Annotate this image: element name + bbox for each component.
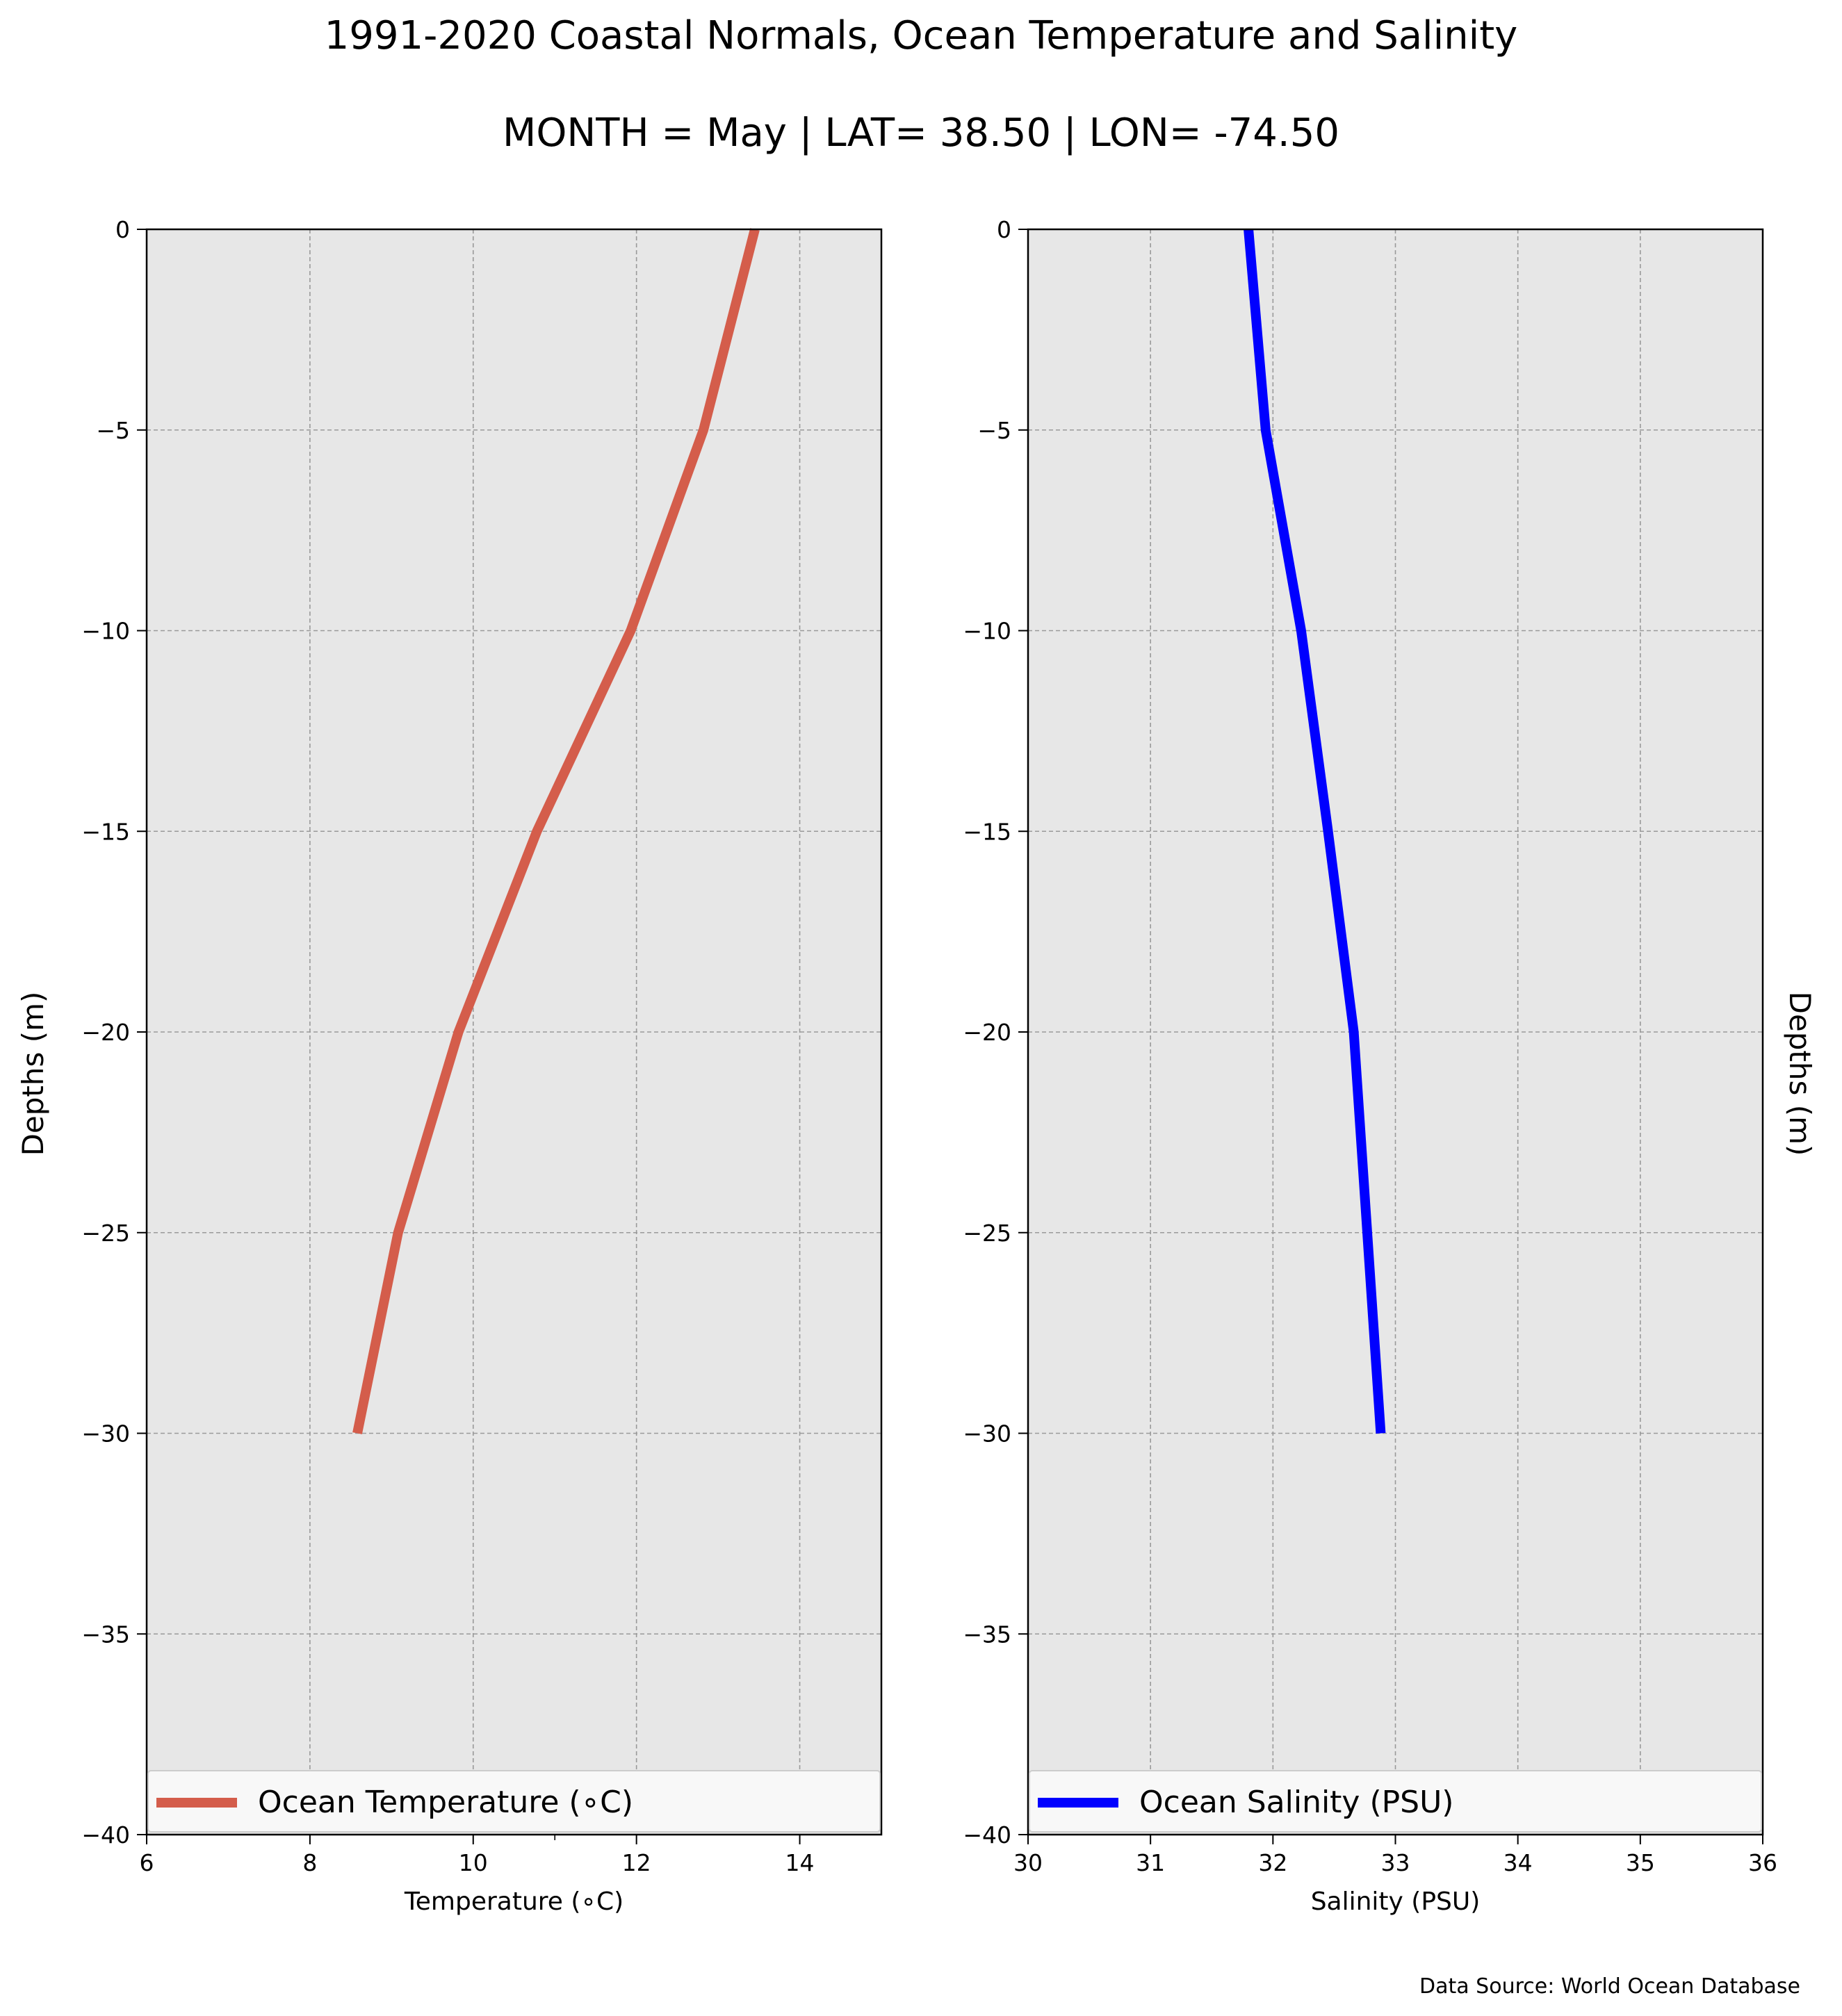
x-tick-label: 30 [1013, 1849, 1043, 1876]
salinity-panel: 30 31 32 33 34 35 36 0 −5 −10 −15 −20 −25 −30 −35 −40 Sa… [963, 216, 1817, 1916]
y-axis-label: Depths (m) [1783, 992, 1817, 1156]
x-tick-label: 12 [622, 1849, 651, 1876]
y-tick-label: −10 [81, 618, 130, 645]
legend-label: Ocean Temperature (∘C) [258, 1785, 633, 1820]
x-tick-label: 33 [1381, 1849, 1410, 1876]
temperature-series-line [352, 228, 760, 1434]
y-tick-label: 0 [997, 216, 1011, 243]
x-tick-label: 31 [1136, 1849, 1165, 1876]
temperature-legend: Ocean Temperature (∘C) [147, 1770, 881, 1833]
source-note: Data Source: World Ocean Database [1419, 1974, 1800, 1999]
x-tick-label: 36 [1748, 1849, 1777, 1876]
x-tick-label: 32 [1258, 1849, 1287, 1876]
temperature-panel: 6 8 10 12 14 0 −5 −10 −15 −20 −25 −30 −35 −40 Temperat… [16, 216, 883, 1916]
y-tick-label: −5 [96, 417, 130, 444]
plot-area [147, 229, 881, 1835]
chart-subtitle: MONTH = May | LAT= 38.50 | LON= -74.50 [503, 110, 1339, 156]
y-tick-label: −35 [81, 1621, 130, 1648]
y-axis-label: Depths (m) [16, 992, 50, 1156]
y-tick-label: −35 [963, 1621, 1011, 1648]
x-axis-label: Temperature (∘C) [404, 1887, 623, 1916]
x-tick-label: 34 [1503, 1849, 1533, 1876]
y-tick-label: −40 [81, 1821, 130, 1849]
y-tick-label: −15 [81, 818, 130, 845]
y-tick-label: −30 [81, 1420, 130, 1448]
y-tick-label: −25 [81, 1220, 130, 1247]
x-tick-label: 8 [302, 1849, 317, 1876]
y-tick-label: 0 [115, 216, 130, 243]
x-tick-label: 10 [459, 1849, 488, 1876]
legend-label: Ocean Salinity (PSU) [1139, 1785, 1453, 1820]
y-tick-label: −5 [977, 417, 1011, 444]
chart-title: 1991-2020 Coastal Normals, Ocean Tempera… [325, 13, 1518, 58]
y-tick-label: −40 [963, 1821, 1011, 1849]
x-tick-label: 35 [1626, 1849, 1655, 1876]
y-tick-label: −30 [963, 1420, 1011, 1448]
y-tick-label: −20 [963, 1019, 1011, 1046]
legend-box [1029, 1770, 1762, 1833]
salinity-series-line [1244, 229, 1386, 1434]
salinity-legend: Ocean Salinity (PSU) [1029, 1770, 1762, 1833]
y-tick-label: −10 [963, 618, 1011, 645]
y-tick-label: −20 [81, 1019, 130, 1046]
x-tick-label: 6 [140, 1849, 154, 1876]
x-tick-label: 14 [785, 1849, 815, 1876]
legend-box [147, 1770, 881, 1833]
y-tick-label: −15 [963, 818, 1011, 845]
x-axis-label: Salinity (PSU) [1311, 1887, 1481, 1916]
y-tick-label: −25 [963, 1220, 1011, 1247]
